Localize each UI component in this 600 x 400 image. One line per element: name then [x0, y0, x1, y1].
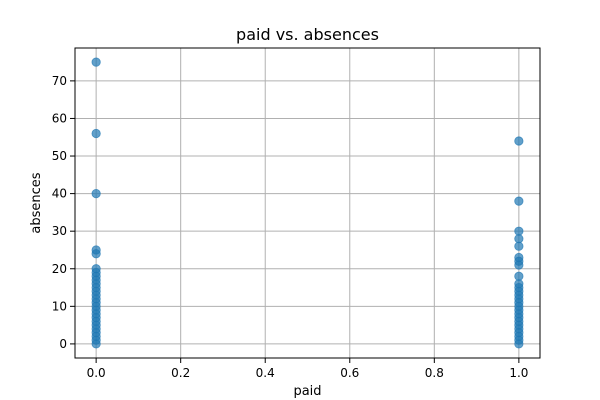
x-tick-label: 0.2: [171, 366, 190, 380]
scatter-point: [91, 57, 101, 67]
y-tick-label: 40: [52, 187, 67, 201]
y-axis-ticks: 0 10 20 30 40 50 60 70: [52, 74, 75, 351]
scatter-point: [514, 196, 524, 206]
scatter-point: [91, 264, 101, 274]
scatter-point: [514, 136, 524, 146]
y-axis-label: absences: [29, 172, 44, 233]
scatter-point: [514, 252, 524, 263]
y-tick-label: 20: [52, 262, 67, 276]
x-axis-label: paid: [293, 384, 321, 399]
scatter-point: [91, 189, 101, 199]
x-axis-ticks: 0.0 0.2 0.4 0.6 0.8 1.0: [87, 358, 528, 380]
y-tick-label: 70: [52, 74, 67, 88]
scatter-point: [91, 245, 101, 255]
y-tick-label: 10: [52, 299, 67, 313]
x-tick-label: 0.6: [340, 366, 359, 380]
y-tick-label: 30: [52, 224, 67, 238]
chart-title: paid vs. absences: [236, 25, 379, 44]
plot-frame: [74, 47, 541, 359]
x-tick-label: 0.0: [87, 366, 106, 380]
x-tick-label: 0.8: [425, 366, 444, 380]
y-tick-label: 60: [52, 111, 67, 125]
x-tick-label: 0.4: [256, 366, 275, 380]
y-tick-label: 0: [59, 337, 67, 351]
data-points: [91, 57, 524, 349]
scatter-point: [514, 271, 524, 281]
scatter-point: [514, 226, 524, 236]
y-tick-label: 50: [52, 149, 67, 163]
x-tick-label: 1.0: [509, 366, 528, 380]
scatter-point: [91, 128, 101, 139]
